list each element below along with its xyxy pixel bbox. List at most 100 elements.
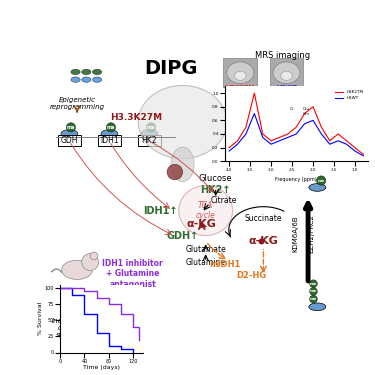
Ellipse shape	[179, 186, 232, 236]
FancyBboxPatch shape	[58, 135, 81, 146]
H3K27M	[252, 91, 257, 95]
Text: α-KG: α-KG	[249, 236, 278, 246]
Text: GDH↑: GDH↑	[166, 231, 199, 241]
H3WT	[319, 132, 324, 136]
Ellipse shape	[93, 77, 102, 82]
Ellipse shape	[273, 62, 300, 84]
Ellipse shape	[62, 260, 93, 279]
Text: EZH2/PRC2: EZH2/PRC2	[308, 214, 314, 253]
H3WT	[294, 132, 298, 136]
Text: H3WT: H3WT	[276, 85, 297, 90]
Ellipse shape	[281, 71, 292, 80]
H3K27M	[236, 138, 240, 143]
Text: Glutamate: Glutamate	[185, 244, 226, 254]
Circle shape	[310, 288, 317, 295]
Circle shape	[146, 123, 156, 132]
H3WT	[311, 118, 315, 123]
FancyBboxPatch shape	[224, 58, 257, 87]
H3WT	[261, 135, 265, 140]
H3WT	[336, 138, 340, 143]
Text: mIDH1: mIDH1	[209, 260, 241, 269]
H3K27M	[319, 125, 324, 129]
Text: IDH1: IDH1	[100, 136, 119, 145]
H3K27M	[344, 138, 349, 143]
Ellipse shape	[101, 130, 118, 137]
H3WT	[269, 142, 273, 147]
Circle shape	[167, 164, 183, 180]
Ellipse shape	[82, 69, 91, 75]
Text: α-KG: α-KG	[187, 219, 217, 229]
Y-axis label: % Survival: % Survival	[38, 302, 43, 335]
Ellipse shape	[171, 147, 194, 182]
Line: H3WT: H3WT	[229, 114, 363, 156]
Ellipse shape	[227, 62, 254, 84]
H3K27M	[327, 138, 332, 143]
Text: Citrate: Citrate	[210, 196, 237, 205]
Ellipse shape	[138, 86, 227, 159]
Text: KDM6A/6B: KDM6A/6B	[293, 215, 299, 252]
Text: DIPG: DIPG	[144, 59, 198, 78]
Text: Succinate: Succinate	[244, 214, 282, 223]
Text: ↑ Citrate
Glutamine: ↑ Citrate Glutamine	[239, 93, 288, 112]
Ellipse shape	[71, 77, 80, 82]
FancyBboxPatch shape	[98, 135, 121, 146]
Ellipse shape	[141, 130, 158, 137]
Text: HK2↑: HK2↑	[200, 185, 231, 195]
H3K27M	[269, 138, 273, 143]
Ellipse shape	[234, 71, 246, 80]
Text: H3K27M: H3K27M	[225, 85, 255, 90]
Text: Increased
overall
survival: Increased overall survival	[52, 318, 87, 338]
Circle shape	[310, 295, 317, 303]
Text: Ci: Ci	[290, 107, 294, 111]
Text: H3.3K27M: H3.3K27M	[110, 113, 162, 122]
H3K27M	[311, 105, 315, 109]
Circle shape	[106, 123, 116, 132]
Ellipse shape	[309, 184, 326, 191]
Text: me: me	[318, 178, 325, 183]
FancyBboxPatch shape	[138, 135, 161, 146]
Text: Glucose: Glucose	[199, 174, 232, 183]
Legend: H3K27M, H3WT: H3K27M, H3WT	[333, 88, 365, 102]
Text: Glutamine: Glutamine	[186, 258, 226, 267]
Circle shape	[66, 123, 75, 132]
Line: H3K27M: H3K27M	[229, 93, 363, 154]
H3K27M	[302, 111, 307, 116]
H3WT	[352, 149, 357, 153]
X-axis label: Time (days): Time (days)	[83, 365, 120, 370]
FancyBboxPatch shape	[270, 58, 303, 87]
Ellipse shape	[309, 303, 326, 310]
H3WT	[277, 138, 282, 143]
Ellipse shape	[93, 69, 102, 75]
Ellipse shape	[71, 69, 80, 75]
H3K27M	[227, 146, 231, 150]
Circle shape	[310, 280, 317, 288]
H3K27M	[361, 152, 366, 157]
H3WT	[344, 142, 349, 147]
Text: Epigenetic
reprogramming: Epigenetic reprogramming	[50, 98, 105, 111]
H3WT	[236, 142, 240, 147]
H3WT	[327, 142, 332, 147]
Circle shape	[82, 254, 99, 271]
H3K27M	[336, 132, 340, 136]
H3WT	[361, 153, 366, 158]
Text: D2-HG: D2-HG	[237, 272, 267, 280]
Ellipse shape	[82, 77, 91, 82]
H3K27M	[352, 146, 357, 150]
H3WT	[286, 135, 290, 140]
Text: Glu
Gln: Glu Gln	[303, 107, 309, 116]
Text: IDH1 inhibitor
+ Glutamine
antagonist: IDH1 inhibitor + Glutamine antagonist	[102, 259, 163, 289]
Text: me: me	[310, 282, 317, 286]
Text: HK2: HK2	[142, 136, 157, 145]
Text: TCA
cycle: TCA cycle	[196, 201, 216, 220]
Text: me: me	[147, 125, 155, 130]
H3K27M	[261, 132, 265, 136]
H3WT	[227, 149, 231, 153]
Text: GDH: GDH	[61, 136, 78, 145]
Text: me: me	[107, 125, 115, 130]
H3K27M	[286, 132, 290, 136]
Text: me: me	[310, 297, 317, 301]
Text: me: me	[310, 290, 317, 293]
Circle shape	[316, 176, 326, 185]
H3WT	[302, 122, 307, 126]
Circle shape	[90, 252, 98, 260]
